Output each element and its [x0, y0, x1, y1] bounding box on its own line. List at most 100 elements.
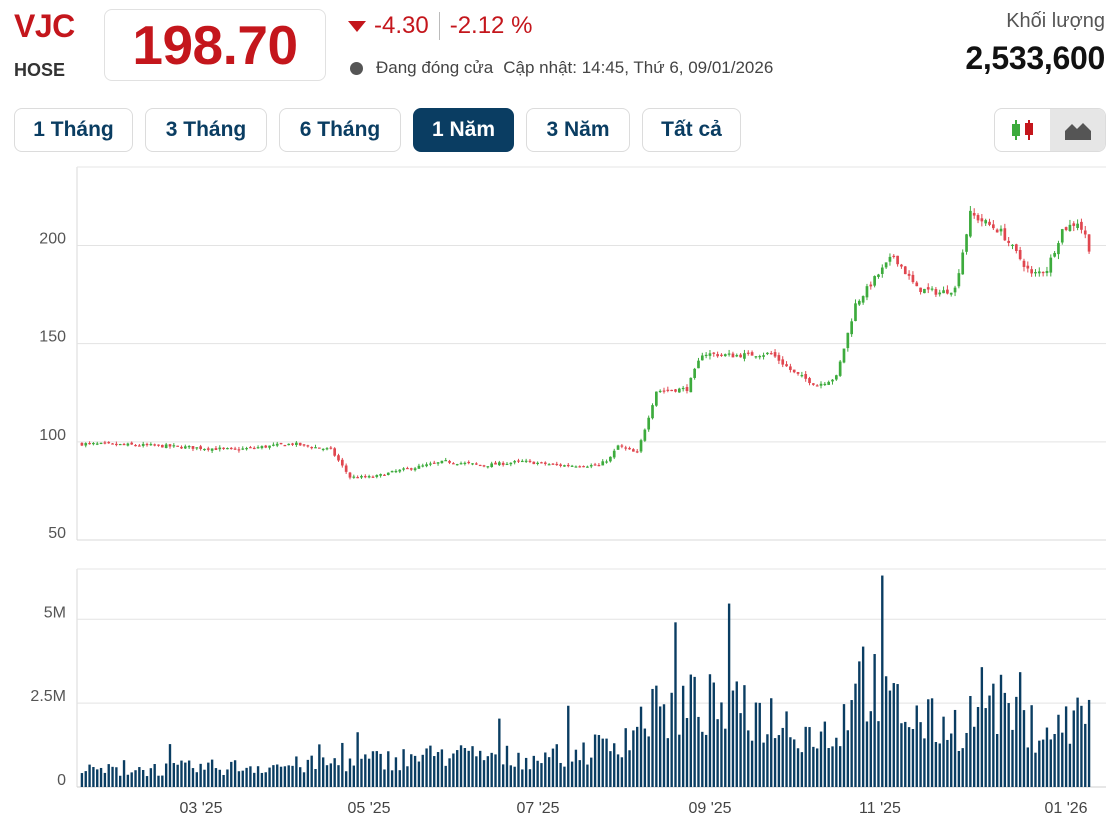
candle-body: [731, 353, 735, 358]
volume-bar: [957, 750, 961, 787]
volume-bar: [758, 702, 761, 787]
candle-body: [957, 273, 961, 287]
candle-body: [356, 477, 359, 479]
volume-bar: [796, 748, 800, 787]
volume-bar: [122, 760, 126, 787]
tab-3-months[interactable]: 3 Tháng: [145, 108, 267, 152]
candle-body: [992, 224, 995, 229]
candle-body: [666, 389, 670, 391]
volume-bar: [107, 764, 110, 787]
candle-body: [398, 469, 402, 472]
tab-all[interactable]: Tất cả: [642, 108, 741, 152]
candle-body: [375, 475, 379, 477]
candle-body: [486, 466, 490, 468]
price-box: 198.70: [104, 9, 326, 81]
candle-body: [436, 462, 440, 464]
ticker-symbol: VJC: [14, 8, 75, 44]
volume-bar: [647, 736, 650, 787]
tab-6-months[interactable]: 6 Tháng: [279, 108, 401, 152]
volume-bar: [138, 767, 141, 787]
candle-body: [586, 466, 589, 468]
volume-bar: [919, 722, 922, 787]
volume-bar: [371, 751, 375, 787]
candle-body: [892, 255, 896, 258]
volume-bar: [632, 730, 635, 787]
volume-bar: [999, 674, 1003, 787]
candle-body: [149, 444, 153, 446]
candle-body: [195, 447, 199, 449]
volume-bar: [930, 698, 934, 787]
volume-bar: [823, 721, 827, 787]
candle-body: [639, 440, 643, 452]
candle-body: [168, 444, 172, 447]
candle-body: [206, 448, 210, 450]
candle-body: [1049, 257, 1053, 273]
tab-1-year[interactable]: 1 Năm: [413, 108, 514, 152]
candle-body: [838, 361, 842, 376]
volume-bar: [161, 775, 164, 787]
volume-bar: [927, 699, 930, 787]
volume-bar: [536, 760, 539, 787]
volume-bar: [356, 732, 359, 787]
candle-body: [394, 470, 398, 473]
volume-bar: [1076, 697, 1079, 787]
volume-bar: [961, 748, 964, 787]
volume-bar: [145, 776, 149, 787]
area-chart-button[interactable]: [1050, 109, 1105, 151]
candle-body: [283, 445, 287, 447]
tab-1-month[interactable]: 1 Tháng: [14, 108, 133, 152]
date-tick-label: 01 '26: [1044, 800, 1087, 817]
volume-bar: [456, 750, 459, 787]
tab-3-years[interactable]: 3 Năm: [526, 108, 630, 152]
candle-body: [164, 444, 168, 449]
candle-body: [551, 463, 555, 465]
volume-bar: [881, 575, 884, 787]
volume-bar: [904, 721, 907, 787]
volume-bar: [666, 738, 670, 787]
volume-bar: [1026, 747, 1029, 787]
candle-body: [1018, 250, 1022, 260]
volume-bar: [513, 766, 516, 787]
volume-bar: [379, 753, 382, 787]
candle-body: [183, 446, 187, 449]
date-tick-label: 05 '25: [347, 800, 390, 817]
candle-body: [517, 460, 520, 462]
volume-bar: [1030, 705, 1033, 787]
volume-bar: [230, 761, 233, 787]
volume-bar: [1049, 739, 1052, 787]
volume-bar: [360, 758, 363, 787]
volume-bar: [739, 713, 742, 787]
volume-bar: [501, 764, 505, 787]
volume-bar: [651, 688, 654, 787]
volume-bar: [854, 683, 857, 787]
candle-body: [915, 282, 919, 287]
volume-bar: [126, 774, 130, 787]
volume-bar: [1080, 705, 1083, 787]
volume-bar: [1015, 696, 1018, 787]
candle-body: [1007, 240, 1011, 243]
candle-body: [880, 267, 884, 274]
volume-bar: [735, 681, 738, 787]
volume-bar: [1084, 723, 1087, 787]
candlestick-button[interactable]: [995, 109, 1050, 151]
candle-body: [318, 447, 321, 449]
volume-bar: [781, 727, 784, 787]
volume-bar: [900, 723, 903, 787]
candle-body: [773, 352, 777, 357]
volume-bar: [96, 769, 99, 787]
candle-body: [543, 462, 547, 464]
volume-bar: [195, 772, 198, 787]
volume-bar: [157, 775, 160, 787]
candle-body: [160, 444, 164, 448]
candle-body: [888, 256, 892, 262]
candle-body: [432, 462, 436, 464]
volume-bar: [1087, 699, 1091, 787]
candle-body: [796, 372, 800, 374]
volume-bar: [946, 739, 949, 787]
candle-body: [708, 353, 712, 356]
candle-body: [693, 368, 696, 378]
candle-body: [712, 352, 716, 354]
candle-body: [92, 442, 95, 445]
candle-body: [677, 388, 681, 393]
candle-body: [344, 465, 348, 472]
